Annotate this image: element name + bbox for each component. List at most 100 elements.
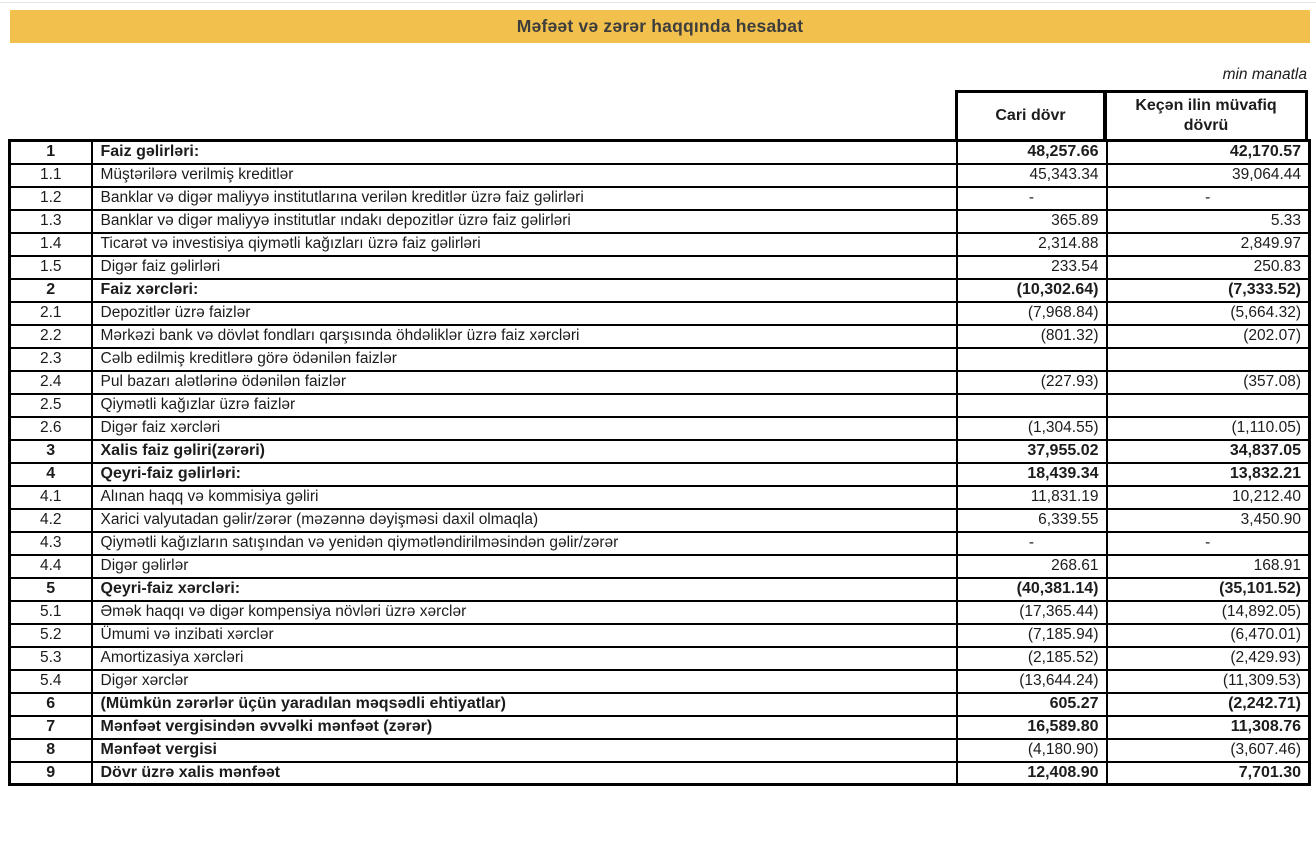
title-bar: Məfəət və zərər haqqında hesabat [10, 10, 1310, 43]
unit-note: min manatla [1222, 66, 1307, 83]
value-previous-period: (202.07) [1105, 323, 1311, 349]
value-current-period: (40,381.14) [955, 576, 1108, 602]
table-row: 2.2 Mərkəzi bank və dövlət fondları qarşı… [8, 323, 1311, 349]
table-row: 4.1 Alınan haqq və kommisiya gəliri 11,831… [8, 484, 1311, 510]
row-number: 1.3 [8, 208, 93, 234]
table-row: 1 Faiz gəlirləri: 48,257.66 42,170.57 [8, 139, 1311, 165]
row-number: 4 [8, 461, 93, 487]
row-number: 1.1 [8, 162, 93, 188]
value-previous-period: (14,892.05) [1105, 599, 1311, 625]
value-current-period: (801.32) [955, 323, 1108, 349]
value-previous-period: - [1105, 185, 1311, 211]
row-number: 3 [8, 438, 93, 464]
table-row: 6 (Mümkün zərərlər üçün yaradılan məqsədl… [8, 691, 1311, 717]
value-previous-period: 13,832.21 [1105, 461, 1311, 487]
row-number: 5.4 [8, 668, 93, 694]
table-row: 5.1 Əmək haqqı və digər kompensiya növlər… [8, 599, 1311, 625]
row-label: (Mümkün zərərlər üçün yaradılan məqsədli… [90, 691, 958, 717]
row-number: 9 [8, 760, 93, 786]
value-previous-period: (3,607.46) [1105, 737, 1311, 763]
value-current-period: 16,589.80 [955, 714, 1108, 740]
value-current-period: (17,365.44) [955, 599, 1108, 625]
table-row: 2.4 Pul bazarı alətlərinə ödənilən faizlə… [8, 369, 1311, 395]
row-label: Banklar və digər maliyyə institutlarına … [90, 185, 958, 211]
value-previous-period: (7,333.52) [1105, 277, 1311, 303]
value-current-period: 2,314.88 [955, 231, 1108, 257]
row-number: 1 [8, 139, 93, 165]
value-current-period: 37,955.02 [955, 438, 1108, 464]
value-previous-period: (35,101.52) [1105, 576, 1311, 602]
row-label: Mərkəzi bank və dövlət fondları qarşısın… [90, 323, 958, 349]
value-previous-period: (357.08) [1105, 369, 1311, 395]
column-header-current-period: Cari dövr [955, 90, 1105, 139]
value-current-period: 12,408.90 [955, 760, 1108, 786]
row-number: 2.1 [8, 300, 93, 326]
value-current-period: 6,339.55 [955, 507, 1108, 533]
value-previous-period: 168.91 [1105, 553, 1311, 579]
value-current-period: 18,439.34 [955, 461, 1108, 487]
row-label: Mənfəət vergisi [90, 737, 958, 763]
row-label: Ümumi və inzibati xərclər [90, 622, 958, 648]
value-previous-period: (6,470.01) [1105, 622, 1311, 648]
table-row: 2.5 Qiymətli kağızlar üzrə faizlər [8, 392, 1311, 418]
value-current-period: 605.27 [955, 691, 1108, 717]
value-current-period: - [955, 530, 1108, 556]
table-row: 4.2 Xarici valyutadan gəlir/zərər (məzənn… [8, 507, 1311, 533]
row-number: 2.5 [8, 392, 93, 418]
row-label: Qiymətli kağızlar üzrə faizlər [90, 392, 958, 418]
row-number: 1.2 [8, 185, 93, 211]
row-label: Qeyri-faiz xərcləri: [90, 576, 958, 602]
row-number: 4.4 [8, 553, 93, 579]
value-current-period: - [955, 185, 1108, 211]
profit-loss-table: 1 Faiz gəlirləri: 48,257.66 42,170.57 1.1 Müş… [8, 139, 1311, 786]
value-current-period: (7,185.94) [955, 622, 1108, 648]
table-row: 1.3 Banklar və digər maliyyə institutlar … [8, 208, 1311, 234]
row-label: Digər faiz gəlirləri [90, 254, 958, 280]
row-number: 5.3 [8, 645, 93, 671]
row-number: 1.5 [8, 254, 93, 280]
table-row: 9 Dövr üzrə xalis mənfəət 12,408.90 7,701.3… [8, 760, 1311, 786]
value-current-period: 365.89 [955, 208, 1108, 234]
row-label: Müştərilərə verilmiş kreditlər [90, 162, 958, 188]
table-row: 2 Faiz xərcləri: (10,302.64) (7,333.52) [8, 277, 1311, 303]
value-previous-period: 39,064.44 [1105, 162, 1311, 188]
row-number: 2.3 [8, 346, 93, 372]
row-label: Qeyri-faiz gəlirləri: [90, 461, 958, 487]
page-title: Məfəət və zərər haqqında hesabat [516, 16, 804, 36]
row-label: Cəlb edilmiş kreditlərə görə ödənilən fa… [90, 346, 958, 372]
row-label: Ticarət və investisiya qiymətli kağızlar… [90, 231, 958, 257]
value-current-period: 233.54 [955, 254, 1108, 280]
row-label: Digər gəlirlər [90, 553, 958, 579]
row-number: 8 [8, 737, 93, 763]
value-previous-period: 11,308.76 [1105, 714, 1311, 740]
table-row: 4 Qeyri-faiz gəlirləri: 18,439.34 13,832.21 [8, 461, 1311, 487]
value-current-period: (13,644.24) [955, 668, 1108, 694]
table-row: 7 Mənfəət vergisindən əvvəlki mənfəət (zə… [8, 714, 1311, 740]
row-label: Digər faiz xərcləri [90, 415, 958, 441]
table-row: 3 Xalis faiz gəliri(zərəri) 37,955.02 34,83… [8, 438, 1311, 464]
row-number: 1.4 [8, 231, 93, 257]
value-current-period: (10,302.64) [955, 277, 1108, 303]
value-previous-period: 2,849.97 [1105, 231, 1311, 257]
value-current-period: 45,343.34 [955, 162, 1108, 188]
table-row: 1.1 Müştərilərə verilmiş kreditlər 45,343.… [8, 162, 1311, 188]
row-label: Faiz xərcləri: [90, 277, 958, 303]
table-row: 8 Mənfəət vergisi (4,180.90) (3,607.46) [8, 737, 1311, 763]
row-label: Faiz gəlirləri: [90, 139, 958, 165]
row-label: Digər xərclər [90, 668, 958, 694]
value-previous-period: - [1105, 530, 1311, 556]
value-previous-period: (1,110.05) [1105, 415, 1311, 441]
table-row: 2.1 Depozitlər üzrə faizlər (7,968.84) (5,6… [8, 300, 1311, 326]
value-previous-period: (11,309.53) [1105, 668, 1311, 694]
row-number: 6 [8, 691, 93, 717]
row-label: Qiymətli kağızların satışından və yenidə… [90, 530, 958, 556]
table-row: 4.3 Qiymətli kağızların satışından və yen… [8, 530, 1311, 556]
row-number: 2 [8, 277, 93, 303]
row-label: Dövr üzrə xalis mənfəət [90, 760, 958, 786]
row-number: 2.6 [8, 415, 93, 441]
value-previous-period: 3,450.90 [1105, 507, 1311, 533]
row-number: 5 [8, 576, 93, 602]
row-label: Əmək haqqı və digər kompensiya növləri ü… [90, 599, 958, 625]
value-current-period [955, 346, 1108, 372]
page-top-divider [0, 2, 1316, 3]
